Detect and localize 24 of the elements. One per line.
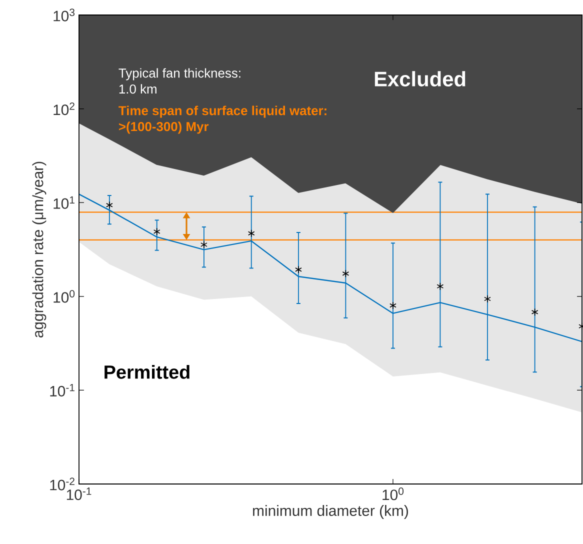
y-axis-title: aggradation rate (μm/year)	[32, 162, 46, 338]
point	[248, 229, 255, 238]
annotation: Permitted	[104, 364, 190, 379]
point	[390, 302, 396, 310]
y-tick-label: 10$^{-1}$	[50, 384, 74, 396]
annotation: Time span of surface liquid water:	[118, 106, 326, 118]
point	[436, 282, 444, 290]
y-tick-label: 10$^{3}$	[54, 8, 75, 22]
x-axis-title: minimum diameter (km)	[253, 505, 408, 519]
point	[295, 266, 302, 274]
y-tick-label: 10$^{1}$	[54, 196, 74, 209]
annotation: Excluded	[374, 71, 466, 86]
annotation: Typical fan thickness:	[118, 68, 240, 80]
annotation: 1.0 km	[119, 84, 156, 94]
y-tick-label: 10$^{-2}$	[50, 478, 74, 490]
point	[531, 308, 538, 316]
point	[484, 295, 491, 303]
point	[106, 201, 113, 210]
y-tick-label: 10$^{0}$	[54, 290, 75, 303]
point	[153, 228, 160, 236]
point	[200, 240, 208, 249]
y-tick-label: 10$^{2}$	[54, 102, 74, 116]
point	[342, 270, 350, 278]
annotation: >(100-300) Myr	[118, 122, 209, 134]
